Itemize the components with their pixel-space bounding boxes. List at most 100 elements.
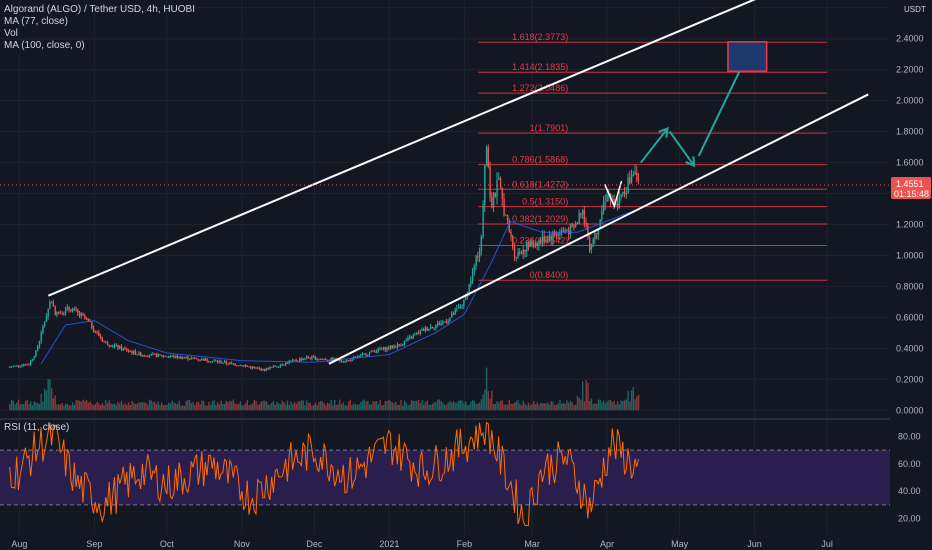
volume-bar [489,398,491,411]
candle-body [585,223,587,226]
candle-body [456,308,458,310]
volume-bar [578,397,580,411]
volume-bar [73,404,76,411]
volume-bar [35,402,37,411]
volume-bar [431,403,434,411]
volume-bar [267,404,269,411]
volume-bar [257,405,259,411]
volume-bar [181,405,184,411]
channel-upper-line[interactable] [47,0,827,297]
symbol-title[interactable]: Algorand (ALGO) / Tether USD, 4h, HUOBI [4,4,196,15]
rsi-axis[interactable]: 20.00 40.00 60.00 80.00 [898,431,921,523]
candle-body [587,225,589,238]
volume-bar [33,401,35,411]
candle-body [405,340,407,342]
candle-body [443,321,446,323]
candle-body [625,193,628,195]
candle-body [108,345,111,347]
candle-body [246,365,249,367]
candle-body [251,366,254,369]
candle-body [360,354,362,356]
volume-bar [190,403,193,411]
triangle-pattern[interactable] [603,180,623,209]
candle-body [129,351,131,353]
volume-bar [21,403,23,411]
volume-bar [353,403,355,411]
candle-body [613,199,615,206]
volume-bar [108,400,111,411]
volume-bar [627,390,629,411]
target-box[interactable] [727,41,768,72]
candles [9,144,640,372]
candle-body [459,306,462,308]
ma77-label[interactable]: MA (77, close) [4,16,68,27]
volume-bar [576,395,579,411]
volume-bar [57,404,60,411]
candle-body [526,242,528,252]
candle-body [581,209,584,215]
volume-bar [342,402,345,411]
volume-bar [533,401,535,411]
volume-bar [199,404,201,411]
volume-bar [459,400,462,411]
price-axis[interactable]: 0.0000 0.2000 0.4000 0.6000 0.8000 1.0000 1.20… [890,0,932,550]
candle-body [180,356,182,359]
volume-bar [157,401,159,411]
candle-body [171,355,173,357]
volume-bar [85,400,88,411]
time-axis[interactable]: Aug Sep Oct Nov Dec 2021 Feb Mar Apr May Jun Jul [0,536,932,550]
candle-body [188,358,191,360]
volume-bar [197,401,200,411]
volume-bar [597,399,600,411]
candle-body [636,172,638,180]
price-badge-countdown: 01:15:48 [894,189,929,199]
candle-body [117,344,119,349]
volume-bar [292,404,294,411]
rsi-tick-label: 40.00 [898,486,921,496]
candle-body [520,252,523,255]
candle-body [288,361,290,364]
volume-bar [588,401,591,411]
candle-body [265,368,268,371]
volume-bar [606,401,608,411]
volume-bar [358,404,360,411]
rsi-legend[interactable]: RSI (11, close) [4,422,70,433]
volume-bar [302,400,304,411]
candle-body [105,341,107,343]
volume-bar [276,401,278,411]
candle-body [49,301,51,309]
volume-bar [260,401,262,411]
candle-body [437,322,439,325]
volume-bar [229,400,231,411]
candle-body [524,249,526,252]
candle-body [82,313,84,316]
volume-bar [494,403,497,411]
volume-bar [457,400,460,411]
volume-bar [571,402,573,411]
ma100-label[interactable]: MA (100, close, 0) [4,40,85,51]
time-tick-label: Nov [234,539,251,549]
time-tick-label: Aug [11,539,27,549]
volume-bar [290,401,292,411]
candle-body [592,239,594,245]
volume-bar [143,402,145,411]
volume-bar [45,390,48,411]
time-tick-label: Dec [306,539,323,549]
volume-bar [368,404,371,411]
candle-body [370,350,373,353]
volume-bar [99,405,102,411]
candle-body [323,359,325,361]
vol-label[interactable]: Vol [4,28,18,39]
volume-bar [159,404,161,411]
candle-body [124,348,126,350]
fib-level-label: 0.786(1.5868) [512,155,568,165]
candle-body [557,233,559,236]
volume-bar [437,399,439,411]
candle-body [492,193,495,208]
candle-body [84,315,86,319]
candle-body [547,239,549,241]
candle-body [464,296,467,300]
channel-lower-line[interactable] [328,93,869,365]
price-tick-label: 2.4000 [896,34,924,44]
